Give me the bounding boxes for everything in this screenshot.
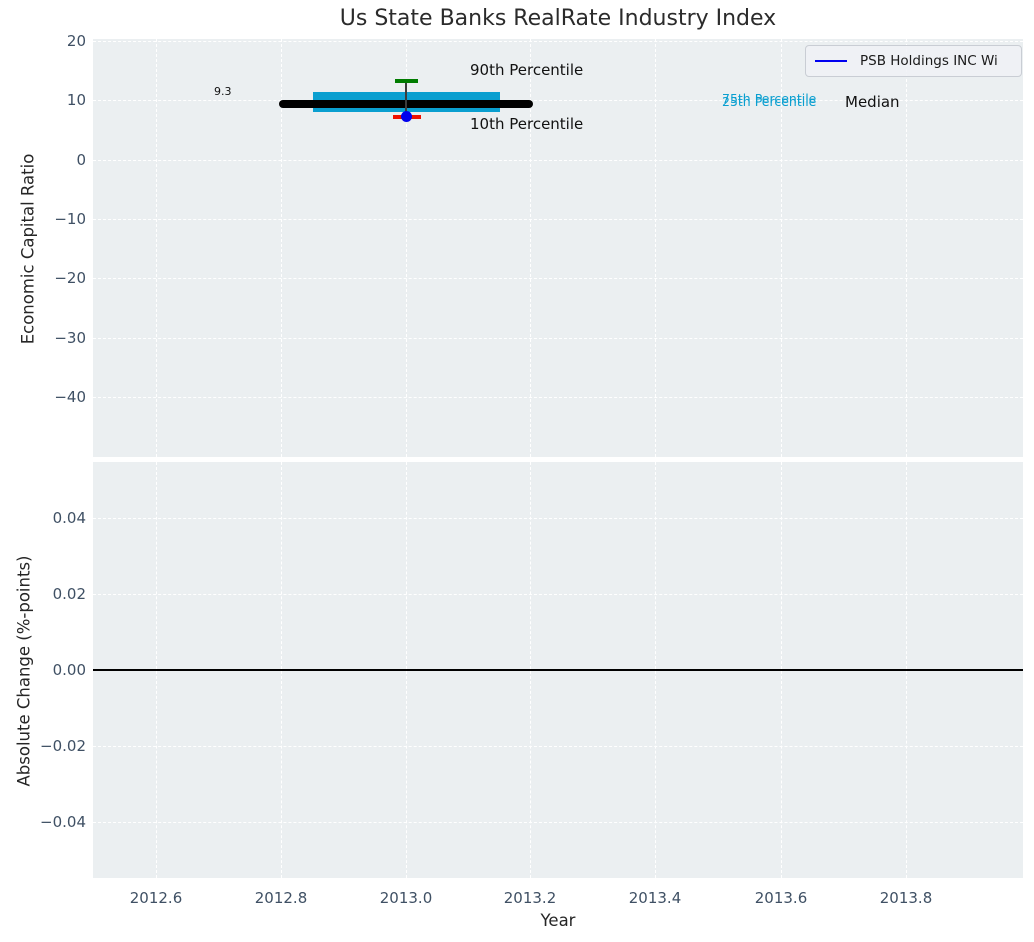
- bottom-ytick: 0.02: [52, 585, 86, 603]
- top-ytick: −30: [54, 329, 86, 347]
- zero-reference-line: [93, 669, 1023, 671]
- top-ytick: −40: [54, 388, 86, 406]
- top-ytick: 0: [76, 151, 86, 169]
- gridline-horizontal: [93, 219, 1023, 220]
- percentile-whisker-line: [405, 80, 407, 117]
- gridline-horizontal: [93, 594, 1023, 595]
- top-ytick: −10: [54, 210, 86, 228]
- median-value-annotation: 9.3: [214, 85, 232, 98]
- x-axis-label: Year: [540, 911, 576, 930]
- xtick: 2013.4: [628, 889, 682, 907]
- gridline-horizontal: [93, 397, 1023, 398]
- p90-annotation: 90th Percentile: [470, 61, 584, 79]
- legend-label: PSB Holdings INC Wi: [860, 53, 998, 69]
- xtick: 2012.8: [254, 889, 308, 907]
- gridline-horizontal: [93, 41, 1023, 42]
- bottom-ytick: −0.04: [40, 813, 86, 831]
- xtick: 2013.8: [879, 889, 933, 907]
- gridline-horizontal: [93, 822, 1023, 823]
- gridline-horizontal: [93, 160, 1023, 161]
- top-y-axis-label: Economic Capital Ratio: [18, 153, 38, 345]
- gridline-vertical: [281, 39, 282, 457]
- top-ytick: 10: [66, 91, 86, 109]
- top-plot-area: 9.3 90th Percentile 10th Percentile 75th…: [93, 39, 1023, 457]
- gridline-horizontal: [93, 518, 1023, 519]
- gridline-vertical: [406, 39, 407, 457]
- p25-annotation: 25th Percentile: [722, 94, 817, 109]
- bottom-ytick: 0.04: [52, 509, 86, 527]
- gridline-vertical: [781, 39, 782, 457]
- gridline-vertical: [530, 39, 531, 457]
- p10-annotation: 10th Percentile: [470, 115, 584, 133]
- gridline-horizontal: [93, 100, 1023, 101]
- bottom-ytick: −0.02: [40, 737, 86, 755]
- xtick: 2013.0: [379, 889, 433, 907]
- bottom-ytick: 0.00: [52, 661, 86, 679]
- top-ytick: −20: [54, 269, 86, 287]
- gridline-vertical: [156, 39, 157, 457]
- gridline-horizontal: [93, 338, 1023, 339]
- gridline-vertical: [655, 39, 656, 457]
- top-plot-grid: [93, 39, 1023, 457]
- bottom-y-axis-label: Absolute Change (%-points): [14, 555, 34, 787]
- p90-cap: [395, 79, 418, 83]
- company-data-point: [401, 111, 412, 122]
- gridline-horizontal: [93, 278, 1023, 279]
- top-ytick: 20: [66, 32, 86, 50]
- gridline-horizontal: [93, 746, 1023, 747]
- legend: PSB Holdings INC Wi: [805, 45, 1022, 77]
- gridline-vertical: [906, 39, 907, 457]
- bottom-plot-area: [93, 462, 1023, 878]
- p75-annotation: 75th Percentile: [722, 91, 817, 106]
- xtick: 2013.6: [754, 889, 808, 907]
- legend-line-swatch: [815, 59, 847, 63]
- xtick: 2013.2: [503, 889, 557, 907]
- xtick: 2012.6: [129, 889, 183, 907]
- chart-title: Us State Banks RealRate Industry Index: [339, 6, 777, 31]
- median-annotation: Median: [845, 93, 900, 111]
